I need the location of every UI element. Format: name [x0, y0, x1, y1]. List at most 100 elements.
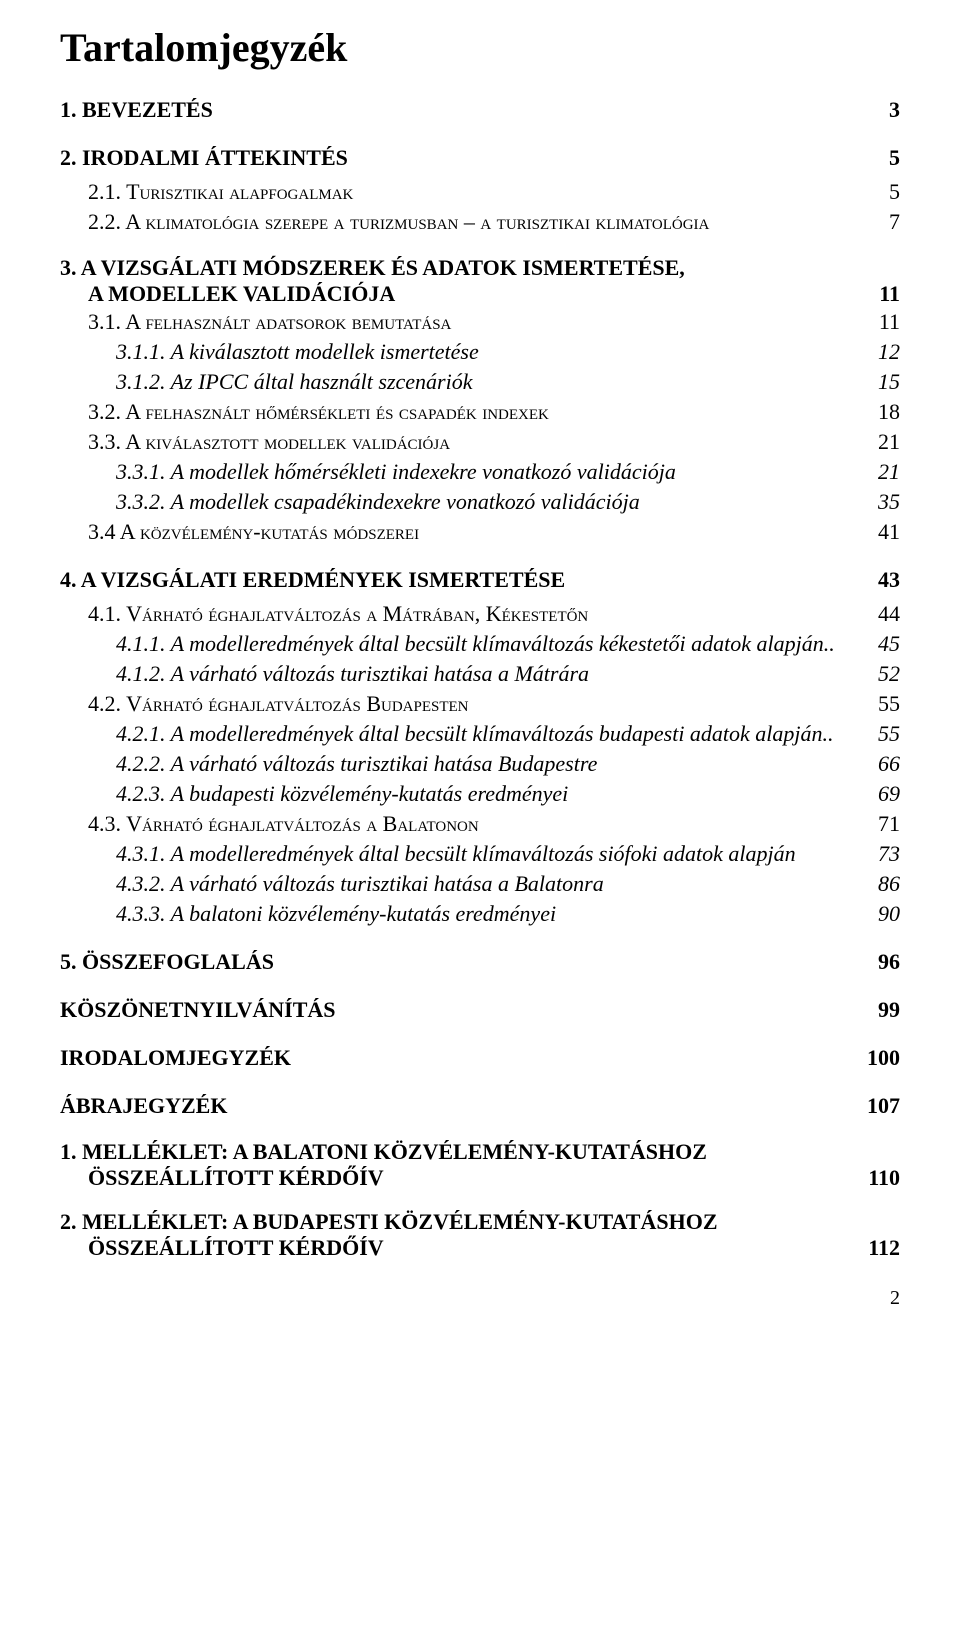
- toc-entry: 3.3.1. A modellek hőmérsékleti indexekre…: [60, 457, 900, 487]
- page-title: Tartalomjegyzék: [60, 24, 900, 71]
- toc-entry-label: 2.1. Turisztikai alapfogalmak: [88, 179, 353, 205]
- toc-entry: 3.1. A felhasznált adatsorok bemutatása 1…: [60, 307, 900, 337]
- toc-entry: 5. ÖSSZEFOGLALÁS 96: [60, 947, 900, 977]
- toc-entry-line2: ÖSSZEÁLLÍTOTT KÉRDŐÍV 112: [60, 1235, 900, 1261]
- toc-entry-label: 4.2.3. A budapesti közvélemény-kutatás e…: [116, 781, 568, 807]
- toc-entry: 4.3. Várható éghajlatváltozás a Balatono…: [60, 809, 900, 839]
- toc-entry-label: 3.3.1. A modellek hőmérsékleti indexekre…: [116, 459, 676, 485]
- toc-entry-label: 5. ÖSSZEFOGLALÁS: [60, 949, 274, 975]
- toc-entry-page: 71: [878, 811, 900, 837]
- toc-entry-page: 99: [878, 997, 900, 1023]
- toc-entry-page: 96: [878, 949, 900, 975]
- toc-entry-label: 4.3. Várható éghajlatváltozás a Balatono…: [88, 811, 479, 837]
- toc-entry: IRODALOMJEGYZÉK 100: [60, 1043, 900, 1073]
- toc-entry-page: 112: [868, 1235, 900, 1261]
- toc-entry: ÁBRAJEGYZÉK 107: [60, 1091, 900, 1121]
- toc-entry-page: 52: [878, 661, 900, 687]
- toc-entry-page: 15: [878, 369, 900, 395]
- toc-entry-label: 2. IRODALMI ÁTTEKINTÉS: [60, 145, 348, 171]
- toc-entry-page: 18: [878, 399, 900, 425]
- toc-entry-label: 3. A VIZSGÁLATI MÓDSZEREK ÉS ADATOK ISME…: [60, 255, 900, 281]
- toc-entry-page: 55: [878, 691, 900, 717]
- toc-entry: 2. MELLÉKLET: A BUDAPESTI KÖZVÉLEMÉNY-KU…: [60, 1209, 900, 1261]
- toc-entry: 4.2. Várható éghajlatváltozás Budapesten…: [60, 689, 900, 719]
- toc-entry-label: 3.1.1. A kiválasztott modellek ismerteté…: [116, 339, 479, 365]
- toc-entry-label: 3.3. A kiválasztott modellek validációja: [88, 429, 450, 455]
- toc-entry-label: 4.2. Várható éghajlatváltozás Budapesten: [88, 691, 469, 717]
- toc-entry-page: 12: [878, 339, 900, 365]
- toc-entry-label: 3.4 A közvélemény-kutatás módszerei: [88, 519, 419, 545]
- toc-entry-page: 45: [878, 631, 900, 657]
- toc-entry-page: 11: [879, 309, 900, 335]
- toc-entry-label: 4.3.3. A balatoni közvélemény-kutatás er…: [116, 901, 556, 927]
- toc-entry: 4.3.2. A várható változás turisztikai ha…: [60, 869, 900, 899]
- toc-entry: 3.2. A felhasznált hőmérsékleti és csapa…: [60, 397, 900, 427]
- toc-entry-page: 7: [889, 209, 900, 235]
- toc-entry-label: ÁBRAJEGYZÉK: [60, 1093, 227, 1119]
- toc-entry: 4.1.2. A várható változás turisztikai ha…: [60, 659, 900, 689]
- toc-entry-label: 4. A VIZSGÁLATI EREDMÉNYEK ISMERTETÉSE: [60, 567, 565, 593]
- toc-entry: 4.2.1. A modelleredmények által becsült …: [60, 719, 900, 749]
- toc-entry: 4.3.1. A modelleredmények által becsült …: [60, 839, 900, 869]
- toc-entry: 2. IRODALMI ÁTTEKINTÉS 5: [60, 143, 900, 173]
- toc-entry-page: 21: [878, 459, 900, 485]
- toc-entry: 4.2.2. A várható változás turisztikai ha…: [60, 749, 900, 779]
- toc-entry-label: 4.2.2. A várható változás turisztikai ha…: [116, 751, 597, 777]
- toc-entry: 3.3. A kiválasztott modellek validációja…: [60, 427, 900, 457]
- toc-entry-label: 3.3.2. A modellek csapadékindexekre vona…: [116, 489, 640, 515]
- page-number: 2: [60, 1287, 900, 1310]
- toc-entry-page: 11: [879, 281, 900, 307]
- toc-entry-label: 2.2. A klimatológia szerepe a turizmusba…: [88, 209, 709, 235]
- toc-entry-page: 90: [878, 901, 900, 927]
- toc-entry-page: 66: [878, 751, 900, 777]
- toc-entry-label: ÖSSZEÁLLÍTOTT KÉRDŐÍV: [88, 1235, 384, 1261]
- toc-entry-page: 73: [878, 841, 900, 867]
- toc-entry-page: 5: [889, 179, 900, 205]
- table-of-contents: 1. BEVEZETÉS32. IRODALMI ÁTTEKINTÉS52.1.…: [60, 95, 900, 1261]
- toc-entry: 1. BEVEZETÉS 3: [60, 95, 900, 125]
- toc-entry-page: 41: [878, 519, 900, 545]
- toc-entry-label: IRODALOMJEGYZÉK: [60, 1045, 291, 1071]
- toc-entry: 3.3.2. A modellek csapadékindexekre vona…: [60, 487, 900, 517]
- toc-entry: 3.1.1. A kiválasztott modellek ismerteté…: [60, 337, 900, 367]
- toc-entry: KÖSZÖNETNYILVÁNÍTÁS99: [60, 995, 900, 1025]
- toc-entry-line2: A MODELLEK VALIDÁCIÓJA 11: [60, 281, 900, 307]
- toc-entry-label: 3.1.2. Az IPCC által használt szcenáriók: [116, 369, 473, 395]
- toc-entry: 3. A VIZSGÁLATI MÓDSZEREK ÉS ADATOK ISME…: [60, 255, 900, 307]
- toc-entry-page: 69: [878, 781, 900, 807]
- toc-entry-page: 43: [878, 567, 900, 593]
- toc-entry-page: 44: [878, 601, 900, 627]
- toc-entry: 4.1.1. A modelleredmények által becsült …: [60, 629, 900, 659]
- toc-entry-label: 4.3.1. A modelleredmények által becsült …: [116, 841, 796, 867]
- toc-entry-label: 3.2. A felhasznált hőmérsékleti és csapa…: [88, 399, 549, 425]
- toc-entry-page: 21: [878, 429, 900, 455]
- toc-entry: 4.2.3. A budapesti közvélemény-kutatás e…: [60, 779, 900, 809]
- toc-entry-label: 4.2.1. A modelleredmények által becsült …: [116, 721, 834, 747]
- toc-entry-page: 107: [867, 1093, 900, 1119]
- toc-entry-label: A MODELLEK VALIDÁCIÓJA: [88, 281, 395, 307]
- toc-entry: 2.2. A klimatológia szerepe a turizmusba…: [60, 207, 900, 237]
- toc-entry: 4.1. Várható éghajlatváltozás a Mátrában…: [60, 599, 900, 629]
- toc-entry-page: 86: [878, 871, 900, 897]
- toc-entry-label: 1. BEVEZETÉS: [60, 97, 213, 123]
- toc-entry-page: 3: [889, 97, 900, 123]
- toc-entry-label: 1. MELLÉKLET: A BALATONI KÖZVÉLEMÉNY-KUT…: [60, 1139, 900, 1165]
- toc-entry-page: 100: [867, 1045, 900, 1071]
- toc-entry: 3.4 A közvélemény-kutatás módszerei 41: [60, 517, 900, 547]
- toc-entry: 4. A VIZSGÁLATI EREDMÉNYEK ISMERTETÉSE 43: [60, 565, 900, 595]
- toc-entry-label: 2. MELLÉKLET: A BUDAPESTI KÖZVÉLEMÉNY-KU…: [60, 1209, 900, 1235]
- toc-entry-page: 110: [868, 1165, 900, 1191]
- toc-entry-label: 4.1.1. A modelleredmények által becsült …: [116, 631, 835, 657]
- toc-entry-label: 3.1. A felhasznált adatsorok bemutatása: [88, 309, 451, 335]
- toc-entry-page: 55: [878, 721, 900, 747]
- toc-entry-page: 5: [889, 145, 900, 171]
- toc-entry-label: 4.1.2. A várható változás turisztikai ha…: [116, 661, 589, 687]
- document-page: Tartalomjegyzék 1. BEVEZETÉS 3 2. IRODALMI…: [0, 0, 960, 1350]
- toc-entry: 2.1. Turisztikai alapfogalmak 5: [60, 177, 900, 207]
- toc-entry-line2: ÖSSZEÁLLÍTOTT KÉRDŐÍV110: [60, 1165, 900, 1191]
- toc-entry: 1. MELLÉKLET: A BALATONI KÖZVÉLEMÉNY-KUT…: [60, 1139, 900, 1191]
- toc-entry-page: 35: [878, 489, 900, 515]
- toc-entry: 4.3.3. A balatoni közvélemény-kutatás er…: [60, 899, 900, 929]
- toc-entry-label: 4.1. Várható éghajlatváltozás a Mátrában…: [88, 601, 588, 627]
- toc-entry-label: 4.3.2. A várható változás turisztikai ha…: [116, 871, 604, 897]
